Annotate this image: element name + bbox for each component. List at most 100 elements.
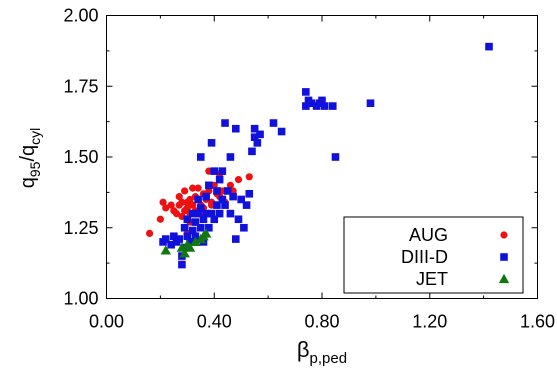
data-point: [226, 209, 235, 218]
data-point: [234, 176, 243, 184]
data-point: [229, 192, 237, 201]
y-axis-title-sep: /q: [17, 145, 39, 162]
legend-label-jet: JET: [416, 269, 448, 289]
data-point: [194, 184, 202, 192]
data-point: [178, 198, 186, 206]
data-point: [331, 153, 340, 161]
data-point: [202, 192, 210, 201]
data-point: [205, 187, 213, 195]
data-point: [175, 235, 184, 243]
data-point: [184, 242, 196, 252]
data-point: [167, 201, 175, 209]
y-tick-label: 2.00: [63, 6, 98, 26]
data-point: [318, 96, 326, 105]
y-axis-title-sub1: 95: [27, 161, 43, 177]
data-point: [307, 99, 316, 108]
data-point: [196, 153, 205, 161]
data-point: [179, 248, 190, 258]
data-point: [202, 209, 210, 218]
data-point: [223, 187, 232, 195]
data-point: [207, 209, 216, 218]
data-point: [221, 201, 229, 209]
data-point: [237, 195, 245, 204]
data-point: [302, 102, 310, 110]
data-point: [328, 102, 337, 110]
data-point: [320, 102, 329, 110]
data-point: [194, 195, 202, 204]
data-point: [242, 201, 251, 209]
data-point: [213, 187, 221, 195]
data-point: [156, 215, 164, 223]
data-point: [188, 209, 197, 218]
data-point: [191, 218, 200, 226]
data-point: [232, 124, 240, 133]
legend-label-aug: AUG: [409, 225, 448, 245]
data-point: [188, 226, 197, 235]
data-point: [172, 210, 181, 218]
data-point: [175, 193, 183, 201]
data-point: [210, 167, 219, 175]
data-point: [253, 139, 262, 147]
series-jet: [160, 228, 212, 258]
data-point: [232, 235, 240, 243]
data-point: [302, 88, 310, 96]
data-point: [226, 181, 235, 189]
data-point: [183, 232, 192, 241]
y-tick-label: 1.75: [63, 76, 98, 96]
data-point: [240, 223, 248, 232]
data-point: [215, 175, 224, 184]
data-point: [218, 195, 227, 204]
legend-marker: [500, 253, 508, 261]
x-axis-title: βp,ped: [297, 337, 347, 367]
data-point: [190, 236, 201, 247]
data-point: [277, 127, 286, 136]
data-point: [178, 260, 186, 269]
data-point: [161, 235, 170, 243]
data-point: [183, 215, 192, 224]
legend: AUG DIII-D JET: [343, 216, 524, 294]
x-tick-label: 0.80: [304, 312, 339, 332]
legend-marker: [500, 231, 508, 239]
y-tick-label: 1.00: [63, 289, 98, 309]
data-point: [256, 130, 264, 139]
data-point: [250, 133, 259, 141]
data-point: [269, 119, 278, 127]
data-point: [167, 240, 175, 249]
series-diii-d: [159, 42, 493, 269]
data-point: [159, 198, 167, 206]
x-tick-label: 1.20: [412, 312, 447, 332]
y-axis-title: q95/qcyl: [17, 128, 43, 189]
x-tick-label: 1.60: [520, 312, 555, 332]
data-point: [205, 223, 213, 232]
data-point: [226, 153, 235, 161]
data-point: [196, 223, 205, 232]
data-point: [200, 228, 212, 238]
y-axis-title-q: q: [17, 177, 39, 188]
data-point: [183, 204, 191, 212]
plot-frame: [106, 15, 538, 299]
data-point: [199, 215, 208, 224]
legend-label-diii-d: DIII-D: [401, 247, 448, 267]
data-point: [160, 245, 171, 255]
y-tick-label: 1.25: [63, 218, 98, 238]
x-tick-label: 0.00: [89, 312, 124, 332]
x-tick-label: 0.40: [197, 312, 232, 332]
data-point: [234, 215, 243, 224]
data-point: [248, 147, 256, 156]
data-point: [186, 238, 194, 246]
y-tick-label: 1.50: [63, 147, 98, 167]
x-axis-title-beta: β: [297, 337, 310, 362]
data-point: [189, 184, 197, 192]
data-point: [189, 201, 197, 209]
data-point: [485, 42, 493, 51]
data-point: [245, 173, 253, 181]
data-point: [194, 209, 202, 218]
data-point: [218, 167, 227, 175]
data-point: [215, 209, 224, 218]
data-point: [186, 195, 194, 204]
data-point: [180, 223, 189, 232]
data-point: [181, 187, 189, 195]
legend-box: [343, 216, 524, 294]
data-point: [146, 229, 154, 238]
